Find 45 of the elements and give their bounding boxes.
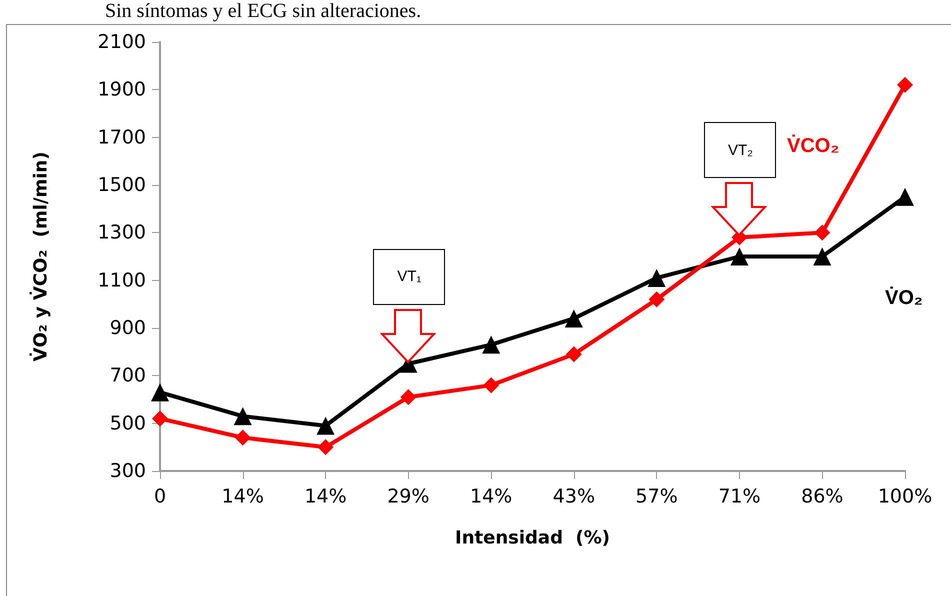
point bbox=[896, 188, 914, 206]
point bbox=[648, 291, 665, 308]
y-tick-label: 1300 bbox=[98, 222, 146, 244]
y-tick-label: 900 bbox=[110, 317, 146, 339]
y-tick-label: 1900 bbox=[98, 78, 146, 101]
point bbox=[813, 248, 832, 266]
x-tick-label: 14% bbox=[470, 486, 512, 508]
y-tick-label: 1100 bbox=[98, 269, 146, 292]
y-tick-label: 500 bbox=[110, 412, 146, 434]
point bbox=[564, 309, 583, 328]
x-tick-label: 14% bbox=[222, 486, 264, 508]
y-tick-label: 1500 bbox=[98, 174, 146, 196]
x-axis-title: Intensidad (%) bbox=[455, 528, 610, 548]
annotation: VT₁ bbox=[373, 248, 446, 305]
point bbox=[730, 248, 748, 266]
y-tick-label: 700 bbox=[110, 364, 146, 387]
x-tick-label: 86% bbox=[801, 486, 844, 508]
point bbox=[318, 439, 334, 456]
annotation: VT₂ bbox=[704, 122, 776, 178]
point bbox=[566, 346, 582, 362]
y-tick-label: 300 bbox=[110, 460, 146, 482]
y-tick-label: 1700 bbox=[98, 126, 146, 148]
x-tick-label: 100% bbox=[878, 486, 932, 508]
point bbox=[400, 389, 416, 406]
y-axis-title: V̇O₂ y V̇CO₂ (ml/min) bbox=[29, 152, 52, 362]
x-tick-label: 57% bbox=[636, 486, 678, 508]
text: V̇O₂ bbox=[885, 286, 923, 310]
point bbox=[316, 416, 335, 435]
x-tick-label: 43% bbox=[552, 486, 596, 508]
point bbox=[234, 430, 251, 446]
point bbox=[152, 410, 168, 427]
point bbox=[482, 336, 500, 354]
x-tick-label: 71% bbox=[718, 486, 761, 508]
series-label: V̇CO₂ bbox=[787, 134, 840, 158]
text: Sin síntomas y el ECG sin alteraciones. bbox=[105, 0, 422, 23]
x-tick-label: 29% bbox=[387, 486, 430, 508]
point bbox=[648, 268, 666, 287]
point bbox=[897, 76, 913, 93]
x-tick-label: 14% bbox=[304, 486, 347, 508]
point bbox=[814, 224, 830, 241]
x-tick-label: 0 bbox=[154, 486, 166, 508]
point bbox=[483, 377, 500, 394]
point bbox=[234, 407, 252, 426]
point bbox=[151, 383, 169, 402]
y-tick-label: 2100 bbox=[98, 31, 146, 53]
